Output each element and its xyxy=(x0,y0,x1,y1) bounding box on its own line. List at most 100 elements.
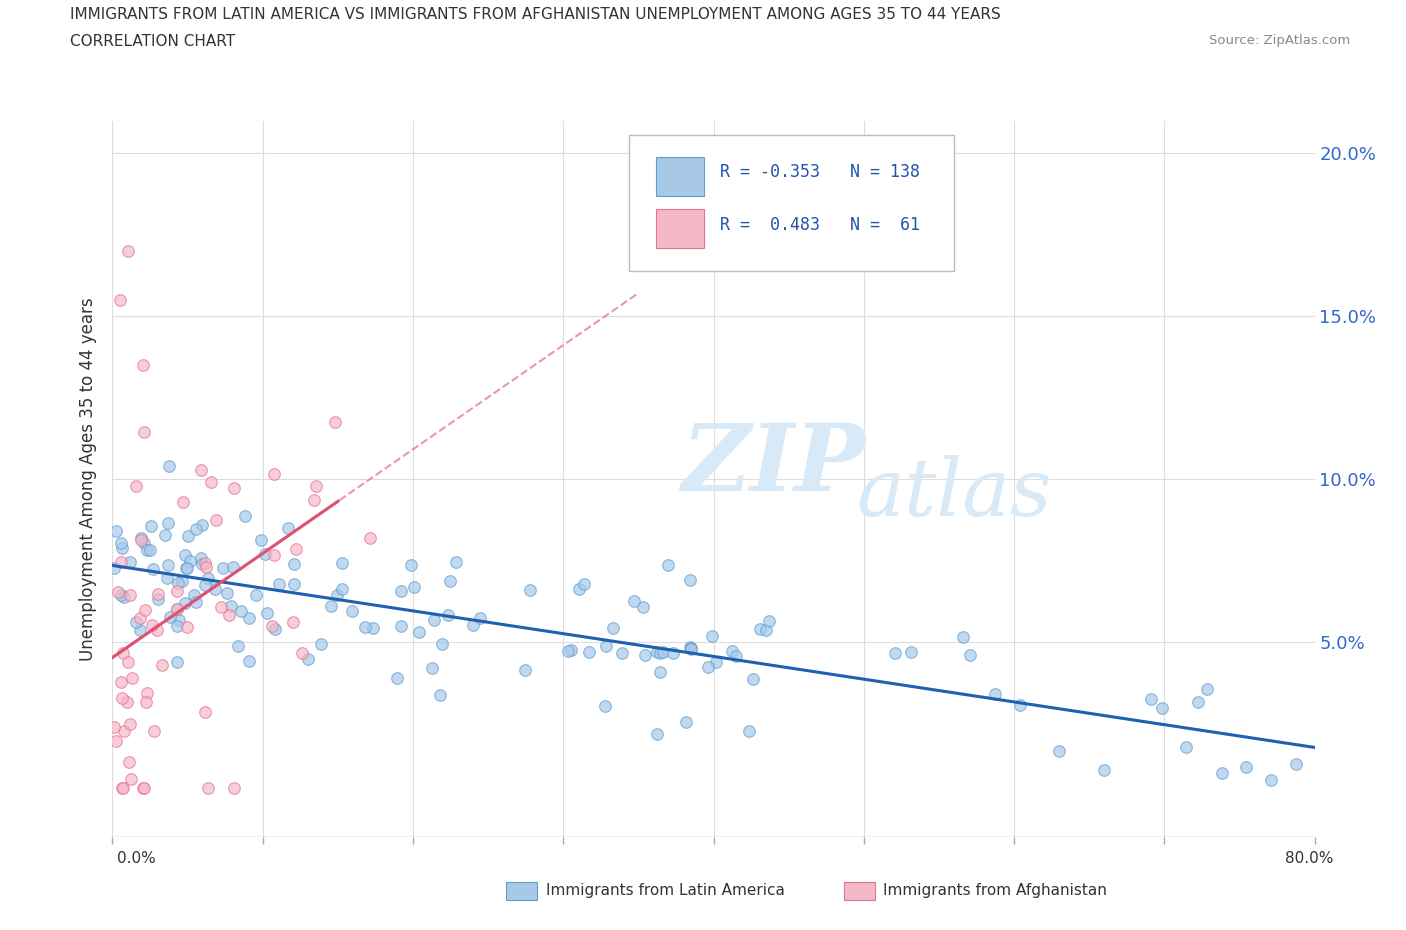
Point xyxy=(153,527,176,542)
Point xyxy=(176,561,198,576)
Point xyxy=(610,645,633,660)
Point xyxy=(256,606,278,621)
Point xyxy=(263,547,285,562)
Point xyxy=(209,600,232,615)
Point xyxy=(136,685,159,700)
Point xyxy=(219,599,242,614)
Point xyxy=(111,540,134,555)
Point xyxy=(572,577,595,591)
Point xyxy=(222,781,245,796)
Point xyxy=(194,705,217,720)
Point xyxy=(136,542,159,557)
Point xyxy=(700,629,723,644)
Point xyxy=(245,587,267,602)
Point xyxy=(423,613,446,628)
Point xyxy=(1234,759,1257,774)
Point xyxy=(263,467,285,482)
Point xyxy=(675,714,697,729)
Point xyxy=(117,655,139,670)
Point xyxy=(595,638,617,653)
Point xyxy=(389,618,412,633)
Point xyxy=(125,615,148,630)
Y-axis label: Unemployment Among Ages 35 to 44 years: Unemployment Among Ages 35 to 44 years xyxy=(79,298,97,660)
Point xyxy=(117,244,139,259)
Text: 0.0%: 0.0% xyxy=(117,851,156,866)
Point xyxy=(197,571,219,586)
Point xyxy=(657,557,679,572)
Point xyxy=(134,781,156,796)
Point xyxy=(112,781,135,796)
Point xyxy=(309,637,332,652)
Point xyxy=(515,663,537,678)
Point xyxy=(359,531,381,546)
Point xyxy=(321,599,343,614)
Point xyxy=(1092,763,1115,777)
Point xyxy=(150,658,173,672)
Point xyxy=(1150,701,1173,716)
Point xyxy=(112,590,135,604)
Point xyxy=(461,618,484,632)
Point xyxy=(108,292,131,307)
Point xyxy=(1211,765,1233,780)
Point xyxy=(177,528,200,543)
Point xyxy=(129,611,152,626)
Point xyxy=(430,636,453,651)
Point xyxy=(174,596,197,611)
Point xyxy=(297,651,319,666)
Point xyxy=(146,586,169,601)
Point xyxy=(121,671,143,685)
Point xyxy=(738,724,761,738)
Point xyxy=(129,623,152,638)
Point xyxy=(387,671,409,685)
Text: atlas: atlas xyxy=(856,455,1052,532)
Point xyxy=(141,518,163,533)
Text: 80.0%: 80.0% xyxy=(1285,851,1333,866)
Point xyxy=(115,695,138,710)
Point xyxy=(353,619,375,634)
Point xyxy=(200,475,222,490)
Point xyxy=(340,604,363,618)
Point xyxy=(330,582,353,597)
Point xyxy=(111,691,134,706)
Point xyxy=(131,357,153,372)
Point xyxy=(323,415,346,430)
Point xyxy=(166,602,188,617)
Point xyxy=(1047,743,1070,758)
Point xyxy=(191,556,214,571)
Point xyxy=(173,548,195,563)
Point xyxy=(631,599,654,614)
Point xyxy=(250,533,273,548)
Point xyxy=(224,481,246,496)
Point xyxy=(952,630,974,644)
Text: Source: ZipAtlas.com: Source: ZipAtlas.com xyxy=(1209,34,1350,47)
Point xyxy=(648,645,671,660)
Point xyxy=(103,719,125,734)
Point xyxy=(720,644,742,659)
Point xyxy=(142,561,165,576)
Point xyxy=(984,686,1007,701)
Point xyxy=(118,754,141,769)
Point xyxy=(697,659,720,674)
Point xyxy=(157,516,180,531)
Point xyxy=(1285,757,1308,772)
Point xyxy=(277,521,299,536)
Point xyxy=(578,644,600,659)
Point xyxy=(1187,695,1209,710)
Point xyxy=(132,781,155,796)
Point xyxy=(557,644,579,658)
Point xyxy=(959,647,981,662)
Point xyxy=(634,647,657,662)
Point xyxy=(1197,681,1219,696)
Point xyxy=(281,615,304,630)
Point xyxy=(238,610,260,625)
Point xyxy=(756,146,779,161)
Point xyxy=(170,574,193,589)
Point xyxy=(118,588,141,603)
Point xyxy=(679,640,702,655)
Point xyxy=(184,594,207,609)
Point xyxy=(330,556,353,571)
Point xyxy=(269,577,291,591)
Point xyxy=(131,530,153,545)
Point xyxy=(179,553,201,568)
Point xyxy=(132,424,155,439)
